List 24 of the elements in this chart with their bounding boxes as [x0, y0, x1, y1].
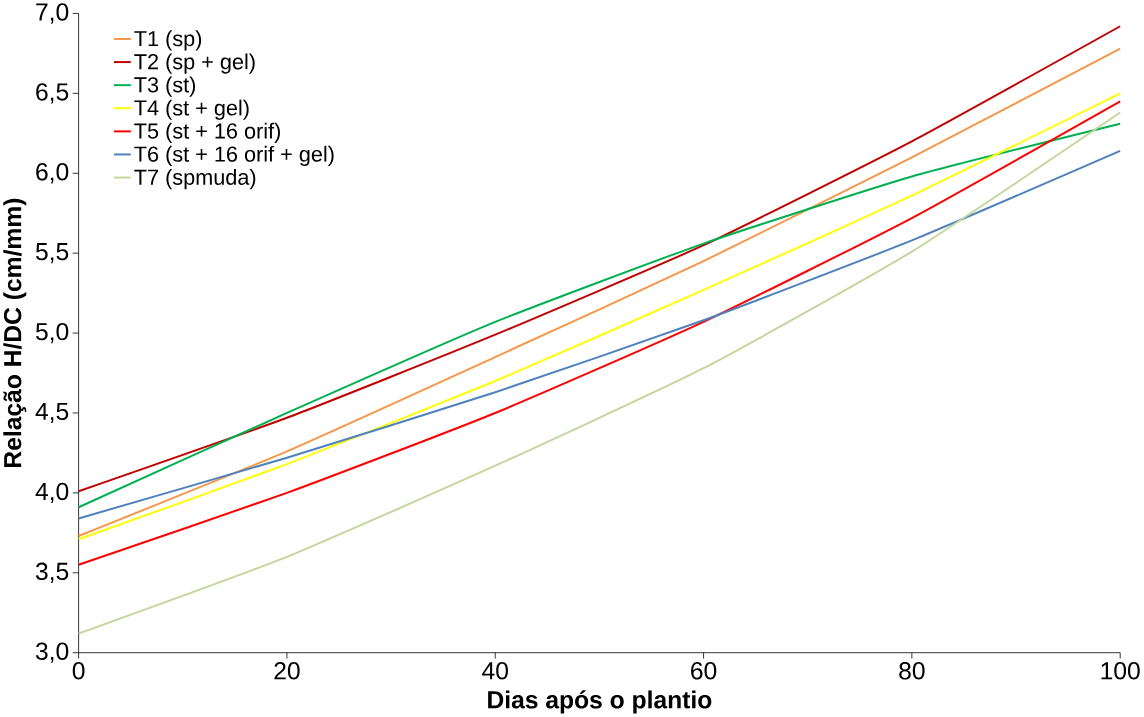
x-axis-title: Dias após o plantio — [488, 690, 712, 714]
x-tick-label: 80 — [899, 662, 925, 680]
legend-label: T7 (spmuda) — [134, 169, 256, 190]
x-tick-label: 0 — [72, 662, 85, 680]
y-tick-label: 5,0 — [35, 323, 69, 344]
legend-label: T5 (st + 16 orif) — [134, 122, 280, 144]
y-tick-label: 7,0 — [36, 3, 69, 24]
y-tick-label: 3,5 — [35, 562, 69, 584]
y-tick-label: 5,5 — [35, 243, 69, 264]
y-tick-label: 4,5 — [35, 403, 69, 424]
y-axis-title: Relação H/DC (cm/mm) — [3, 199, 27, 468]
y-tick-label: 6,0 — [36, 163, 69, 184]
legend-label: T6 (st + 16 orif + gel) — [134, 146, 334, 167]
y-tick-label: 3,0 — [35, 642, 69, 664]
legend-label: T1 (sp) — [134, 30, 202, 51]
x-tick-label: 60 — [691, 662, 717, 680]
legend-label: T2 (sp + gel) — [134, 53, 255, 74]
x-tick-label: 40 — [482, 662, 508, 680]
legend-label: T4 (st + gel) — [134, 99, 249, 121]
x-tick-label: 100 — [1101, 662, 1140, 680]
legend-label: T3 (st) — [134, 76, 196, 97]
y-tick-label: 4,0 — [35, 482, 69, 504]
x-tick-label: 20 — [274, 662, 300, 680]
y-tick-label: 6,5 — [36, 83, 69, 104]
